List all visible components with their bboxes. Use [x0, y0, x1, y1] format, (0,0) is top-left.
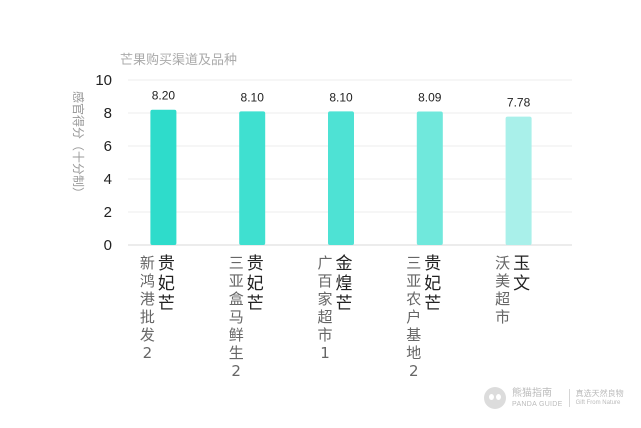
category-channel-char: 美: [495, 272, 510, 290]
category-channel-char: 沃: [495, 254, 510, 272]
category-variety-char: 芒: [424, 294, 441, 314]
category-variety-char: 金: [336, 254, 353, 274]
brand-tagline: 真选天然良物: [575, 389, 624, 398]
category-variety-char: 妃: [424, 274, 441, 294]
bar: [150, 109, 177, 245]
category-channel-char: 三: [406, 254, 421, 272]
category-variety-char: 芒: [247, 294, 264, 314]
category-channel-char: 市: [317, 326, 332, 344]
category-channel-char: 亚: [229, 272, 244, 290]
category-variety-char: 文: [513, 274, 530, 294]
category-variety-char: 芒: [158, 294, 175, 314]
category-channel-char: 鸿: [140, 272, 155, 290]
bars: [150, 109, 532, 245]
category-labels: 贵妃芒新鸿港批发2贵妃芒三亚盒马鲜生2金煌芒广百家超市1贵妃芒三亚农户基地2玉文…: [140, 254, 530, 380]
y-tick-label: 6: [104, 138, 112, 155]
category-variety-char: 玉: [513, 254, 530, 274]
bar: [328, 111, 354, 245]
category-channel-char: 超: [317, 308, 332, 326]
bar: [505, 116, 532, 245]
category-channel-char: 生: [229, 344, 244, 362]
bar: [239, 111, 266, 245]
category-channel-char: 马: [229, 308, 244, 326]
category-channel-char: 2: [409, 362, 419, 380]
y-tick-label: 4: [104, 171, 112, 188]
brand-divider: [568, 389, 570, 407]
panda-icon: [484, 387, 506, 409]
category-channel-char: 盒: [229, 290, 244, 308]
value-labels: 8.20 8.10 8.10 8.09 7.78: [152, 89, 531, 110]
category-channel-char: 农: [406, 290, 421, 308]
category-channel-char: 百: [317, 272, 332, 290]
category-channel-char: 超: [495, 290, 510, 308]
category-channel-char: 港: [140, 290, 155, 308]
category-channel-char: 2: [143, 344, 153, 362]
category-channel-char: 基: [406, 326, 421, 344]
value-label: 8.20: [152, 89, 176, 103]
category-channel-char: 三: [229, 254, 244, 272]
chart-subtitle: 芒果购买渠道及品种: [120, 52, 237, 68]
bar: [416, 111, 443, 245]
y-tick-label: 2: [104, 204, 112, 221]
category-channel-char: 市: [495, 308, 510, 326]
category-variety-char: 芒: [336, 294, 353, 314]
category-channel-char: 亚: [406, 272, 421, 290]
category-channel-char: 1: [320, 344, 330, 362]
category-channel-char: 发: [140, 326, 155, 344]
category-channel-char: 新: [140, 254, 155, 272]
category-variety-char: 贵: [158, 254, 175, 274]
category-channel-char: 地: [406, 344, 421, 362]
category-channel-char: 家: [317, 290, 332, 308]
brand-logo: 熊猫指南 PANDA GUIDE 真选天然良物 Gift From Nature: [484, 386, 624, 410]
value-label: 7.78: [507, 96, 531, 110]
category-channel-char: 鲜: [229, 326, 244, 344]
category-variety-char: 妃: [158, 274, 175, 294]
value-label: 8.10: [329, 90, 353, 104]
category-variety-char: 贵: [247, 254, 264, 274]
category-variety-char: 妃: [247, 274, 264, 294]
brand-name: 熊猫指南: [512, 387, 552, 399]
y-axis-label: 感官得分（十分制）: [71, 91, 86, 199]
category-channel-char: 批: [140, 308, 155, 326]
y-tick-label: 8: [104, 105, 112, 122]
category-channel-char: 户: [406, 308, 421, 326]
y-axis-ticks: 0 2 4 6 8 10: [95, 72, 112, 254]
value-label: 8.09: [418, 91, 442, 105]
category-variety-char: 煌: [336, 274, 353, 294]
category-channel-char: 2: [231, 362, 241, 380]
value-label: 8.10: [241, 90, 265, 104]
category-variety-char: 贵: [424, 254, 441, 274]
brand-name-en: PANDA GUIDE: [512, 400, 563, 408]
category-channel-char: 广: [317, 254, 332, 272]
y-tick-label: 0: [104, 237, 112, 254]
brand-tagline-en: Gift From Nature: [575, 400, 621, 406]
y-tick-label: 10: [95, 72, 112, 89]
